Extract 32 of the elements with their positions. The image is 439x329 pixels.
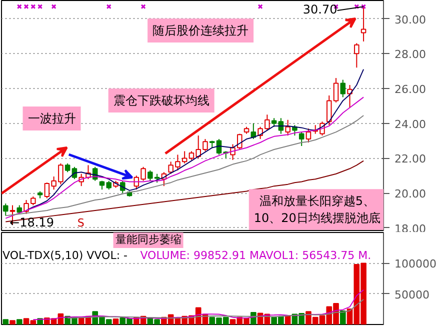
line-series [32,289,364,320]
bar [2,319,9,324]
candlestick [354,42,360,68]
annotation: S [77,216,84,230]
candlestick [285,119,290,136]
candlestick [340,79,346,98]
y-tick-label: 24.00 [394,118,426,131]
bar [340,310,346,324]
annotation: VOL-TDX(5,10) VVOL: - [2,249,128,262]
candlestick [2,202,8,216]
bar [112,318,119,324]
annotation: 一波拉升 [28,112,76,126]
annotation: 量能同步萎缩 [115,233,182,246]
y-tick-label: 30.00 [394,13,426,26]
annotation: 随后股价连续拉升 [152,24,249,38]
y-tick-label: 26.00 [394,82,426,96]
annotation: 30.70 [302,2,338,16]
y-tick-label: 22.00 [394,152,426,166]
y-tick-label: 50000 [394,288,430,302]
annotation: 震仓下跌破坏均线 [113,94,210,108]
bar [10,320,16,324]
candlestick [306,128,312,144]
candlestick [298,132,304,146]
line-series [67,298,364,319]
y-tick-label: 20.00 [394,188,426,201]
candlestick [24,200,29,214]
y-tick-label: 100000 [394,258,436,271]
y-tick-label: 28.00 [394,48,426,62]
annotation: 温和放量长阳穿越5、 10、20日均线摆脱池底 [254,194,380,225]
annotation: ←18.19 [10,216,54,230]
annotation: VOLUME: 99852.91 MAVOL1: 56543.75 M. [140,249,372,262]
bar [16,319,22,324]
